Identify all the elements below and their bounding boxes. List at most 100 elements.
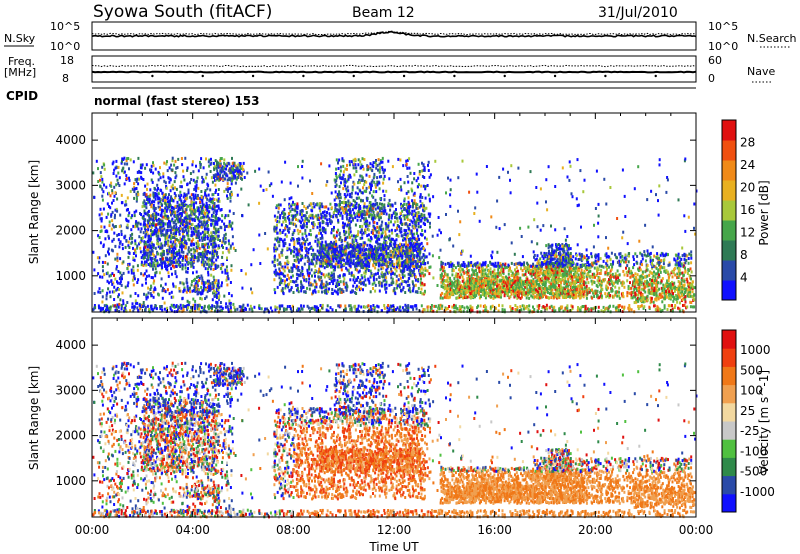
power-cell	[153, 209, 156, 213]
power-cell	[167, 225, 170, 229]
power-cell	[163, 243, 166, 247]
power-cell	[302, 214, 305, 218]
power-cell	[344, 249, 347, 253]
power-cell	[355, 202, 358, 205]
power-cell	[375, 234, 378, 238]
power-cell	[336, 253, 339, 257]
power-cell	[119, 257, 122, 261]
power-cell	[292, 222, 295, 226]
power-cell	[392, 252, 395, 256]
power-cell	[411, 220, 414, 224]
power-cell	[109, 295, 112, 299]
power-cell	[311, 206, 314, 210]
power-cell	[166, 250, 169, 254]
power-cell	[150, 234, 152, 238]
power-cell	[444, 284, 447, 288]
power-cell	[418, 265, 421, 269]
power-cell	[183, 192, 186, 196]
power-cell	[463, 265, 466, 268]
power-cell	[308, 262, 311, 266]
power-cell	[424, 187, 427, 191]
power-cell	[280, 237, 283, 241]
power-cell	[419, 265, 422, 269]
power-cell	[494, 276, 497, 280]
power-cell	[174, 176, 177, 180]
power-cell	[312, 255, 315, 259]
power-cell	[168, 245, 171, 249]
power-cell	[408, 202, 411, 206]
power-cell	[219, 239, 221, 242]
power-cell	[293, 229, 296, 233]
power-cell	[397, 278, 400, 282]
power-cell	[352, 284, 355, 288]
power-cell	[378, 181, 381, 185]
power-cell	[168, 180, 171, 184]
power-cell	[350, 234, 353, 238]
power-cell	[351, 185, 354, 189]
power-cell	[295, 218, 297, 221]
power-cell	[413, 284, 415, 288]
power-cell	[133, 196, 136, 200]
power-cell	[424, 289, 426, 293]
power-cell	[350, 220, 353, 224]
power-cell	[199, 232, 202, 236]
power-cell	[156, 259, 159, 263]
power-cell	[127, 219, 130, 223]
power-cell	[493, 268, 496, 272]
power-cell	[419, 250, 422, 254]
power-cell	[130, 216, 133, 220]
power-cell	[357, 213, 360, 217]
power-cell	[145, 260, 148, 264]
power-cell	[335, 174, 338, 178]
power-cell	[339, 250, 342, 254]
power-cell	[216, 234, 219, 238]
power-cell	[362, 260, 365, 264]
power-cell	[221, 244, 223, 248]
power-cell	[146, 195, 149, 199]
power-cell	[374, 234, 377, 238]
power-cell	[111, 201, 113, 205]
power-cell	[228, 292, 231, 295]
power-cell	[371, 273, 374, 277]
power-cell	[102, 190, 105, 194]
power-cell	[192, 230, 195, 234]
power-cell	[318, 231, 320, 235]
power-cell	[424, 185, 427, 188]
power-cell	[360, 274, 363, 278]
power-cell	[371, 252, 374, 256]
power-cell	[303, 262, 306, 266]
power-cell	[369, 239, 372, 243]
power-cell	[155, 211, 158, 215]
power-cell	[338, 238, 341, 242]
power-cell	[143, 209, 146, 213]
power-cell	[286, 266, 289, 270]
power-cell	[338, 259, 341, 263]
power-cell	[125, 174, 128, 178]
power-cell	[462, 296, 465, 300]
power-cell	[353, 275, 356, 279]
power-cell	[479, 294, 482, 298]
power-cell	[197, 169, 200, 173]
power-cell	[327, 290, 329, 294]
power-cell	[323, 227, 325, 231]
power-cell	[461, 264, 464, 267]
power-cell	[216, 209, 219, 213]
power-cell	[273, 249, 276, 253]
power-cell	[339, 165, 342, 169]
power-cell	[429, 225, 431, 229]
power-cell	[396, 247, 399, 250]
power-cell	[372, 278, 375, 282]
power-cell	[316, 249, 319, 253]
power-cell	[394, 229, 397, 233]
power-cell	[378, 218, 381, 222]
power-cell	[218, 217, 221, 221]
power-cell	[378, 280, 381, 284]
power-cell	[327, 207, 330, 211]
power-cell	[409, 247, 412, 250]
power-cell	[226, 196, 229, 200]
power-cell	[188, 219, 191, 223]
power-cell	[410, 231, 413, 235]
power-cell	[345, 230, 348, 234]
power-cell	[172, 232, 175, 236]
power-cell	[375, 252, 378, 256]
